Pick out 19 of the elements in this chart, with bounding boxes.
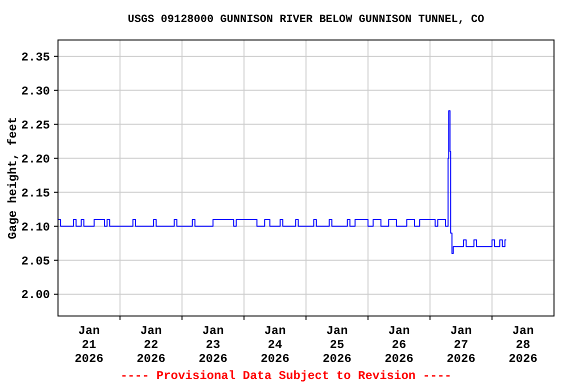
y-tick-label: 2.35 bbox=[21, 50, 50, 64]
x-tick-label: Jan 26 2026 bbox=[384, 324, 414, 366]
y-tick-label: 2.25 bbox=[21, 118, 50, 132]
y-tick-label: 2.30 bbox=[21, 84, 50, 98]
x-tick-label: Jan 28 2026 bbox=[508, 324, 538, 366]
x-tick-label: Jan 25 2026 bbox=[322, 324, 352, 366]
chart-title: USGS 09128000 GUNNISON RIVER BELOW GUNNISON TUNNEL, CO bbox=[128, 14, 485, 26]
x-tick-label: Jan 21 2026 bbox=[74, 324, 104, 366]
x-tick-label: Jan 23 2026 bbox=[198, 324, 228, 366]
text: ---- Provisional Data Subject to Revision ---- bbox=[120, 369, 452, 383]
y-tick-label: 2.10 bbox=[21, 220, 50, 234]
x-tick-label: Jan 22 2026 bbox=[136, 324, 166, 366]
y-axis-title: Gage height, feet bbox=[6, 116, 20, 240]
y-tick-label: 2.00 bbox=[21, 288, 50, 302]
x-tick-label: Jan 24 2026 bbox=[260, 324, 290, 366]
x-tick-label: Jan 27 2026 bbox=[446, 324, 476, 366]
y-tick-label: 2.05 bbox=[21, 254, 50, 268]
y-tick-label: 2.15 bbox=[21, 186, 50, 200]
y-tick-label: 2.20 bbox=[21, 152, 50, 166]
